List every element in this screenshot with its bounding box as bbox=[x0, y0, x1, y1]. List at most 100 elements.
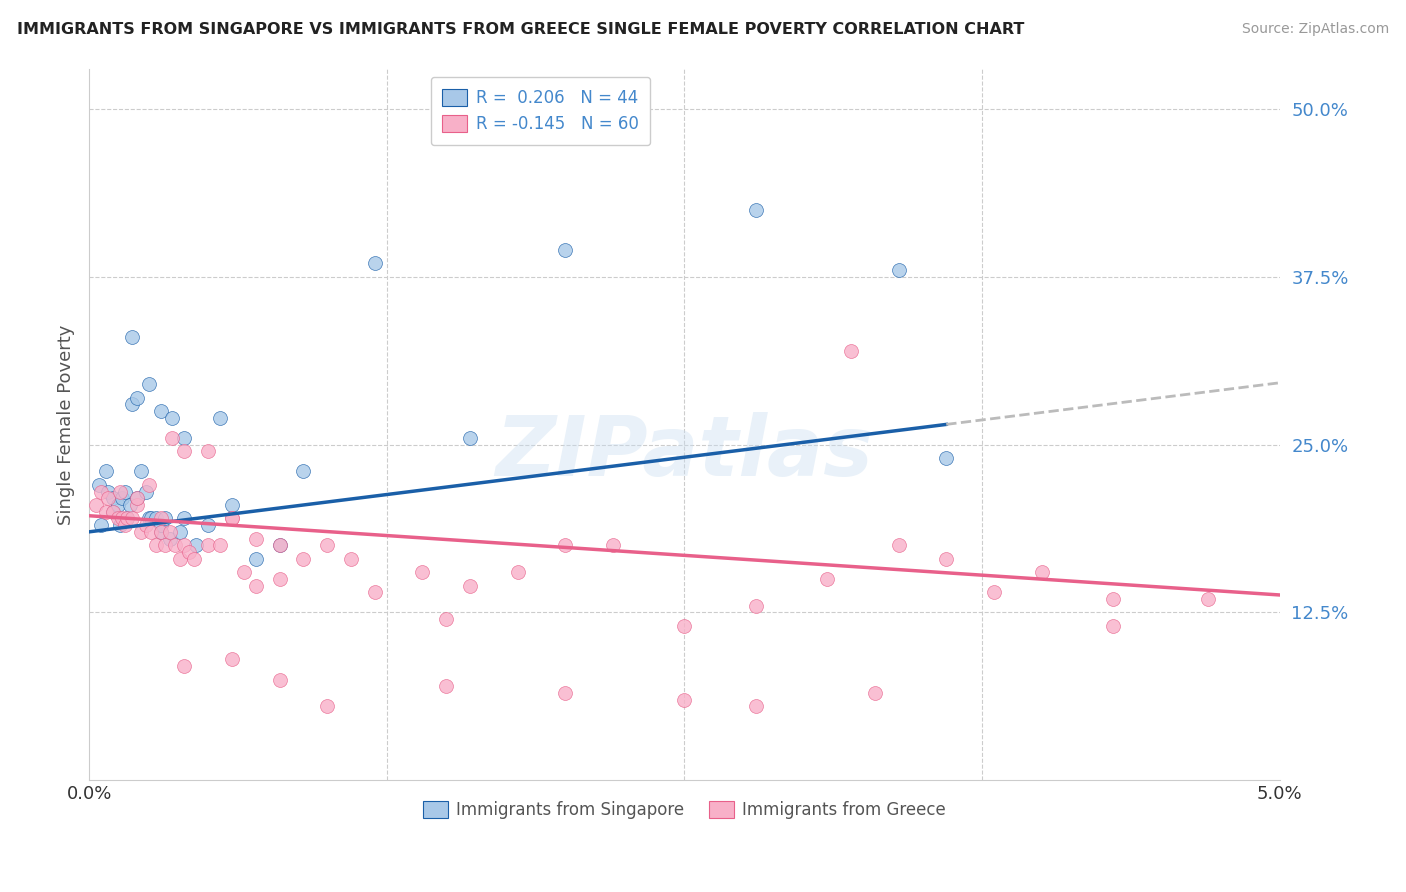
Point bbox=[186, 538, 208, 552]
Point bbox=[434, 612, 457, 626]
Point bbox=[145, 511, 167, 525]
Point bbox=[159, 532, 181, 546]
Point bbox=[108, 518, 131, 533]
Point bbox=[887, 538, 910, 552]
Point bbox=[149, 524, 172, 539]
Point bbox=[115, 511, 138, 525]
Point bbox=[411, 565, 433, 579]
Point bbox=[111, 491, 134, 506]
Point bbox=[163, 538, 186, 552]
Point bbox=[458, 431, 481, 445]
Point bbox=[269, 538, 291, 552]
Point bbox=[269, 572, 291, 586]
Point bbox=[173, 431, 195, 445]
Point bbox=[111, 511, 134, 525]
Point bbox=[145, 538, 167, 552]
Point bbox=[935, 551, 957, 566]
Point bbox=[434, 679, 457, 693]
Point bbox=[197, 538, 219, 552]
Point bbox=[159, 524, 181, 539]
Point bbox=[554, 243, 576, 257]
Point bbox=[90, 484, 112, 499]
Point bbox=[114, 484, 136, 499]
Y-axis label: Single Female Poverty: Single Female Poverty bbox=[58, 324, 75, 524]
Point bbox=[138, 511, 160, 525]
Point bbox=[292, 464, 315, 478]
Point bbox=[245, 532, 267, 546]
Point bbox=[149, 518, 172, 533]
Point bbox=[149, 524, 172, 539]
Point bbox=[84, 498, 107, 512]
Point bbox=[197, 518, 219, 533]
Point bbox=[169, 524, 191, 539]
Point bbox=[602, 538, 624, 552]
Point bbox=[245, 551, 267, 566]
Point bbox=[673, 619, 696, 633]
Point bbox=[149, 404, 172, 418]
Point bbox=[101, 491, 124, 506]
Point bbox=[97, 491, 120, 506]
Point bbox=[173, 444, 195, 458]
Point bbox=[1197, 592, 1219, 607]
Point bbox=[135, 518, 157, 533]
Point bbox=[155, 511, 177, 525]
Point bbox=[1102, 592, 1125, 607]
Point bbox=[121, 330, 143, 344]
Point bbox=[173, 659, 195, 673]
Point bbox=[155, 538, 177, 552]
Point bbox=[149, 511, 172, 525]
Point bbox=[131, 524, 153, 539]
Point bbox=[208, 410, 231, 425]
Point bbox=[1031, 565, 1053, 579]
Point bbox=[364, 585, 387, 599]
Point bbox=[935, 450, 957, 465]
Text: ZIPatlas: ZIPatlas bbox=[495, 412, 873, 493]
Point bbox=[554, 686, 576, 700]
Point bbox=[125, 498, 148, 512]
Point bbox=[173, 538, 195, 552]
Point bbox=[292, 551, 315, 566]
Point bbox=[269, 673, 291, 687]
Point bbox=[221, 511, 243, 525]
Point bbox=[139, 524, 162, 539]
Point bbox=[162, 431, 184, 445]
Point bbox=[983, 585, 1005, 599]
Point bbox=[125, 491, 148, 506]
Point bbox=[745, 699, 768, 714]
Point bbox=[107, 511, 129, 525]
Point bbox=[125, 491, 148, 506]
Legend: Immigrants from Singapore, Immigrants from Greece: Immigrants from Singapore, Immigrants fr… bbox=[416, 794, 953, 825]
Point bbox=[107, 498, 129, 512]
Point bbox=[245, 578, 267, 592]
Point bbox=[183, 551, 205, 566]
Point bbox=[1102, 619, 1125, 633]
Point bbox=[232, 565, 254, 579]
Point bbox=[162, 410, 184, 425]
Text: Source: ZipAtlas.com: Source: ZipAtlas.com bbox=[1241, 22, 1389, 37]
Point bbox=[554, 538, 576, 552]
Point bbox=[815, 572, 838, 586]
Point bbox=[101, 505, 124, 519]
Point bbox=[118, 498, 141, 512]
Point bbox=[745, 202, 768, 217]
Point bbox=[135, 484, 157, 499]
Point bbox=[121, 511, 143, 525]
Point bbox=[87, 478, 110, 492]
Point bbox=[139, 511, 162, 525]
Point bbox=[108, 484, 131, 499]
Point bbox=[364, 256, 387, 270]
Point bbox=[131, 464, 153, 478]
Point bbox=[90, 518, 112, 533]
Text: IMMIGRANTS FROM SINGAPORE VS IMMIGRANTS FROM GREECE SINGLE FEMALE POVERTY CORREL: IMMIGRANTS FROM SINGAPORE VS IMMIGRANTS … bbox=[17, 22, 1024, 37]
Point bbox=[269, 538, 291, 552]
Point bbox=[506, 565, 529, 579]
Point bbox=[887, 263, 910, 277]
Point bbox=[177, 545, 200, 559]
Point bbox=[125, 391, 148, 405]
Point bbox=[221, 511, 243, 525]
Point bbox=[197, 444, 219, 458]
Point bbox=[745, 599, 768, 613]
Point bbox=[221, 652, 243, 666]
Point bbox=[221, 498, 243, 512]
Point bbox=[138, 377, 160, 392]
